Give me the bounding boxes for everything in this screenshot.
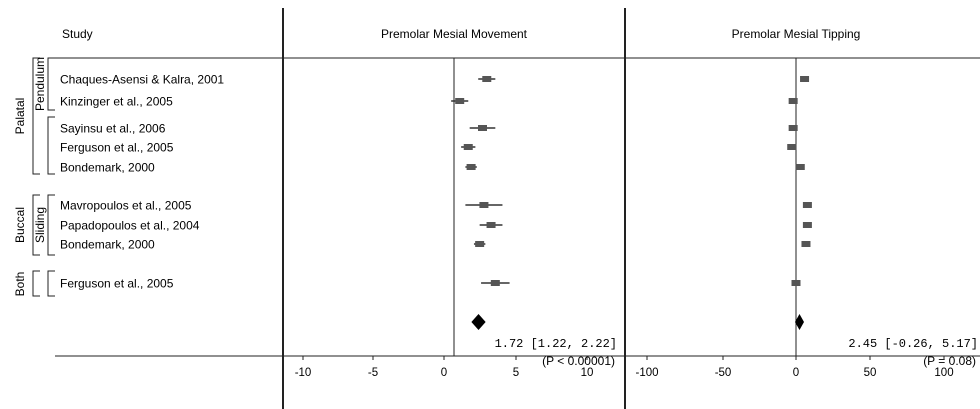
- point-estimate: [466, 164, 476, 170]
- x-tick-label: 100: [934, 367, 953, 379]
- panel-right-plot: 2.45 [-0.26, 5.17] (P = 0.08) -100 -50 0 50 10…: [635, 58, 978, 379]
- summary-diamond: [471, 314, 486, 330]
- point-estimate: [800, 76, 810, 82]
- study-label: Sayinsu et al., 2006: [60, 122, 166, 136]
- x-tick-label: -10: [295, 367, 312, 379]
- panel-left-plot: 1.72 [1.22, 2.22] (P < 0.00001) -10 -5 0 5 10: [295, 58, 617, 379]
- bracket-buccal: [32, 194, 40, 256]
- x-tick-label: 0: [793, 367, 799, 379]
- point-estimate: [463, 144, 473, 150]
- x-tick-label: 0: [441, 367, 447, 379]
- study-label: Ferguson et al., 2005: [60, 141, 174, 155]
- point-estimate: [479, 202, 489, 208]
- point-estimate: [802, 202, 812, 208]
- point-estimate: [788, 125, 798, 131]
- bracket-both-sub: [47, 270, 55, 297]
- point-estimate: [795, 164, 805, 170]
- point-estimate: [478, 125, 487, 131]
- point-estimate: [455, 98, 465, 104]
- panel-left-title: Premolar Mesial Movement: [381, 27, 528, 41]
- summary-diamond: [794, 314, 804, 330]
- point-estimate: [791, 280, 801, 286]
- study-label: Ferguson et al., 2005: [60, 277, 174, 291]
- frame: [55, 8, 980, 409]
- summary-estimate-label: 2.45 [-0.26, 5.17]: [848, 337, 978, 351]
- bracket-palatal-sub: [47, 116, 55, 175]
- point-estimate: [801, 241, 811, 247]
- point-estimate: [788, 98, 798, 104]
- group-label-both: Both: [13, 272, 27, 297]
- x-tick-label: 5: [513, 367, 519, 379]
- x-tick-label: -100: [635, 367, 658, 379]
- study-label: Kinzinger et al., 2005: [60, 95, 173, 109]
- x-tick-label: -50: [715, 367, 732, 379]
- study-label: Bondemark, 2000: [60, 161, 155, 175]
- point-estimate: [486, 222, 496, 228]
- summary-p-value: (P = 0.08): [923, 354, 976, 368]
- x-tick-label: 50: [864, 367, 877, 379]
- point-estimate: [475, 241, 485, 247]
- point-estimate: [482, 76, 492, 82]
- study-label: Bondemark, 2000: [60, 238, 155, 252]
- group-label-pendulum: Pendulum: [33, 57, 47, 111]
- summary-p-value: (P < 0.00001): [542, 354, 615, 368]
- x-tick-label: -5: [368, 367, 378, 379]
- panel-right-title: Premolar Mesial Tipping: [732, 27, 861, 41]
- study-column-header: Study: [62, 27, 93, 41]
- study-label: Mavropoulos et al., 2005: [60, 199, 192, 213]
- bracket-both: [32, 270, 40, 297]
- point-estimate: [787, 144, 797, 150]
- bracket-sliding: [47, 194, 55, 256]
- summary-estimate-label: 1.72 [1.22, 2.22]: [495, 337, 617, 351]
- point-estimate: [490, 280, 500, 286]
- group-brackets: [32, 57, 55, 297]
- study-label: Papadopoulos et al., 2004: [60, 219, 200, 233]
- bracket-pendulum: [47, 57, 55, 111]
- group-label-buccal: Buccal: [13, 207, 27, 243]
- group-label-palatal: Palatal: [13, 98, 27, 135]
- bracket-palatal: [32, 57, 40, 175]
- group-label-sliding: Sliding: [33, 207, 47, 243]
- x-tick-label: 10: [581, 367, 594, 379]
- study-label: Chaques-Asensi & Kalra, 2001: [60, 73, 224, 87]
- study-labels: Chaques-Asensi & Kalra, 2001 Kinzinger et…: [60, 73, 224, 291]
- point-estimate: [802, 222, 812, 228]
